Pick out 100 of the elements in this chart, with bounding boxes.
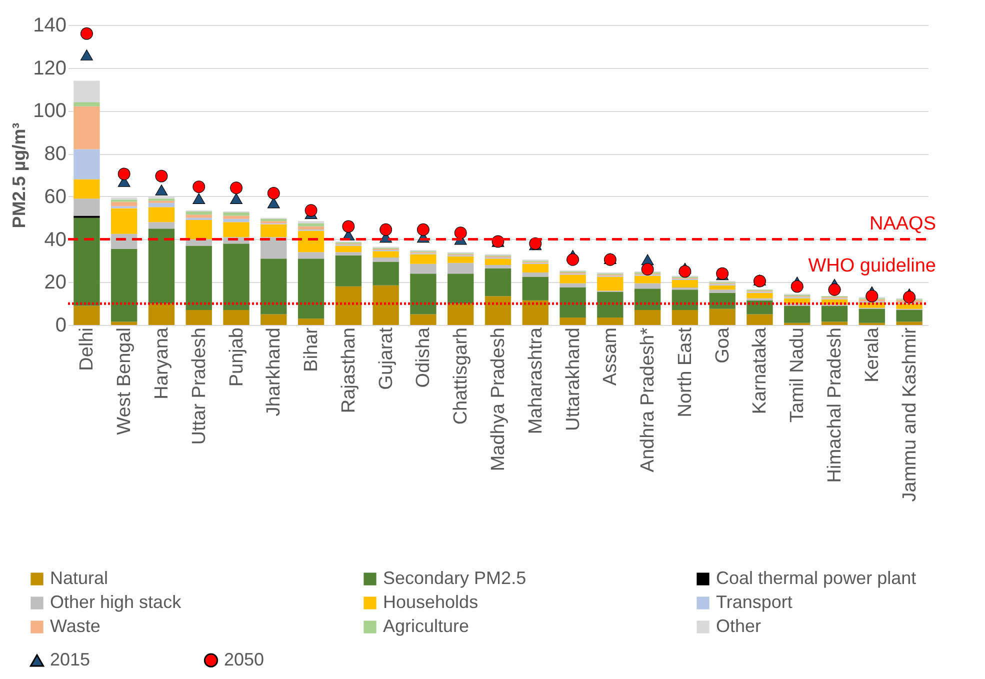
bar [148, 207, 175, 222]
bar [298, 318, 324, 325]
point [866, 290, 878, 302]
bar [335, 246, 362, 252]
x-tick-label: Delhi [76, 328, 98, 371]
bar [298, 226, 324, 230]
bar [260, 224, 287, 238]
bar [260, 314, 287, 325]
bar [746, 300, 773, 314]
x-tick-label: West Bengal [114, 328, 136, 435]
x-tick-label: Jharkhand [264, 328, 285, 416]
point [566, 253, 579, 266]
x-tick-label: Karnataka [750, 327, 771, 414]
point [192, 180, 206, 193]
bar [74, 218, 100, 306]
x-tick-label: North East [674, 326, 696, 418]
bar [111, 322, 138, 325]
bar [672, 310, 698, 325]
x-tick-label: Madhya Pradesh [488, 328, 509, 472]
x-tick-label: Haryana [151, 327, 172, 400]
point [678, 265, 692, 278]
bar [709, 308, 736, 325]
bar [223, 218, 250, 222]
bar [410, 274, 436, 314]
bar [634, 288, 661, 310]
bar [858, 308, 885, 323]
bar [448, 304, 474, 325]
bar [372, 285, 399, 325]
x-tick-label: Uttarakhand [562, 328, 584, 432]
bar [484, 268, 512, 296]
y-tick-label: 20 [44, 272, 66, 294]
bar [335, 252, 362, 256]
ref-line-label: NAAQS [869, 213, 936, 234]
bar [784, 306, 810, 323]
legend-label: Transport [716, 592, 792, 612]
bar [746, 314, 773, 325]
ref-line-label: WHO guideline [808, 256, 936, 277]
bar [260, 218, 287, 222]
bar [560, 318, 586, 325]
x-tick-label: Odisha [413, 327, 434, 388]
point [828, 283, 841, 296]
bar [821, 322, 848, 325]
bar [560, 283, 586, 288]
point [304, 204, 318, 217]
bar [597, 292, 624, 318]
bar [111, 208, 138, 234]
bar [335, 255, 362, 286]
point [641, 263, 654, 276]
bar [186, 214, 212, 218]
point [155, 184, 168, 196]
bar [223, 310, 250, 325]
bar [821, 306, 848, 322]
bar [484, 258, 512, 265]
point [267, 187, 280, 200]
bar [186, 310, 212, 325]
bar [298, 223, 324, 226]
x-tick-label: Goa [712, 327, 734, 364]
bar [448, 256, 474, 263]
bar [186, 220, 212, 240]
y-tick-label: 100 [33, 100, 66, 122]
x-tick-label: Kerala [862, 327, 883, 382]
legend-label: Agriculture [383, 616, 470, 636]
bar [111, 248, 138, 322]
x-tick-label: Tamil Nadu [787, 328, 808, 423]
x-tick-label: Jammu and Kashmir [899, 326, 920, 502]
bar [560, 288, 586, 318]
bar [223, 216, 250, 219]
legend-label: Secondary PM2.5 [383, 568, 526, 588]
legend-label: Waste [50, 616, 100, 636]
bar [709, 290, 736, 293]
bar [148, 202, 175, 208]
bar [522, 300, 548, 325]
legend-label: Households [383, 592, 478, 612]
bar [634, 283, 661, 289]
bar [298, 230, 324, 252]
legend-label: 2015 [50, 650, 90, 670]
bar [372, 258, 399, 262]
legend-label: Other [716, 616, 762, 636]
point [903, 290, 916, 304]
x-tick-label: Uttar Pradesh [188, 328, 210, 445]
point [417, 223, 430, 236]
bar [410, 264, 436, 274]
bar [260, 258, 287, 314]
point [454, 226, 467, 240]
point [342, 220, 355, 233]
bar [148, 228, 175, 304]
x-tick-label: Gujarat [376, 326, 397, 390]
bar [484, 296, 512, 325]
bar [74, 179, 100, 199]
legend-label: Natural [50, 568, 108, 588]
bar [335, 286, 362, 325]
x-tick-label: Rajasthan [338, 328, 360, 414]
bar [672, 290, 698, 310]
bar [784, 298, 810, 304]
bar [111, 234, 138, 249]
bar [448, 274, 474, 304]
bar [223, 212, 250, 216]
bar [484, 265, 512, 268]
x-tick-label: Bihar [301, 326, 322, 372]
point [80, 27, 93, 40]
